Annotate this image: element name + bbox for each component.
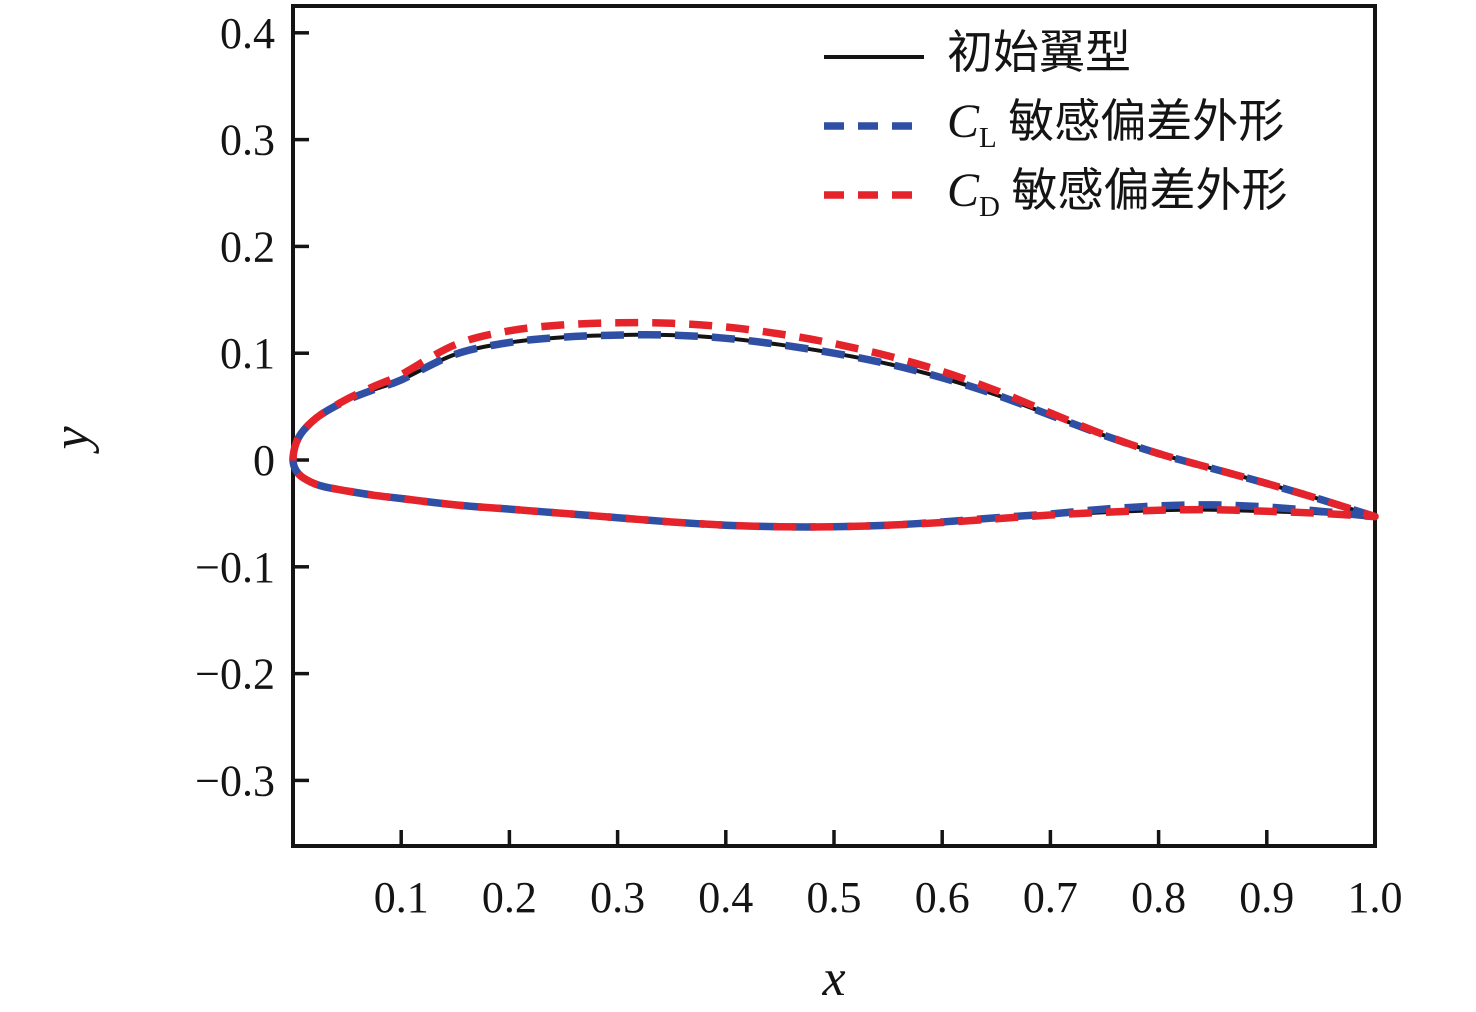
y-tick-label: −0.2 <box>195 650 275 699</box>
y-tick-label: −0.3 <box>195 756 275 805</box>
legend: 初始翼型 CL 敏感偏差外形 CD 敏感偏差外形 <box>823 22 1287 229</box>
series-cl-deviation <box>289 330 1379 531</box>
y-tick-label: 0.1 <box>220 329 275 378</box>
legend-item-cd-deviation: CD 敏感偏差外形 <box>823 160 1287 229</box>
x-axis-label: x <box>821 950 845 1007</box>
y-tick-label: 0.3 <box>220 116 275 165</box>
y-tick-label: 0.2 <box>220 222 275 271</box>
legend-line-cd-deviation <box>824 190 924 199</box>
legend-item-cl-deviation: CL 敏感偏差外形 <box>823 91 1287 160</box>
x-tick-label: 0.1 <box>374 873 429 922</box>
legend-line-initial-airfoil <box>824 54 924 59</box>
y-axis-label: y <box>43 426 100 455</box>
x-tick-label: 0.3 <box>590 873 645 922</box>
legend-label-cl-deviation: CL 敏感偏差外形 <box>947 94 1285 155</box>
legend-label-cd-deviation: CD 敏感偏差外形 <box>947 163 1288 224</box>
legend-label-initial-airfoil: 初始翼型 <box>947 26 1131 78</box>
y-tick-label: −0.1 <box>195 543 275 592</box>
y-tick-label: 0 <box>253 436 275 485</box>
x-tick-label: 0.6 <box>915 873 970 922</box>
x-tick-label: 0.8 <box>1131 873 1186 922</box>
x-tick-label: 1.0 <box>1348 873 1403 922</box>
y-tick-label: 0.4 <box>220 9 275 58</box>
x-tick-label: 0.7 <box>1023 873 1078 922</box>
x-tick-label: 0.9 <box>1239 873 1294 922</box>
legend-item-initial-airfoil: 初始翼型 <box>823 22 1287 91</box>
legend-line-cl-deviation <box>824 121 924 130</box>
x-tick-label: 0.4 <box>698 873 753 922</box>
series-cd-deviation <box>289 318 1379 531</box>
x-tick-label: 0.2 <box>482 873 537 922</box>
series-initial-airfoil <box>291 332 1377 529</box>
x-tick-label: 0.5 <box>807 873 862 922</box>
